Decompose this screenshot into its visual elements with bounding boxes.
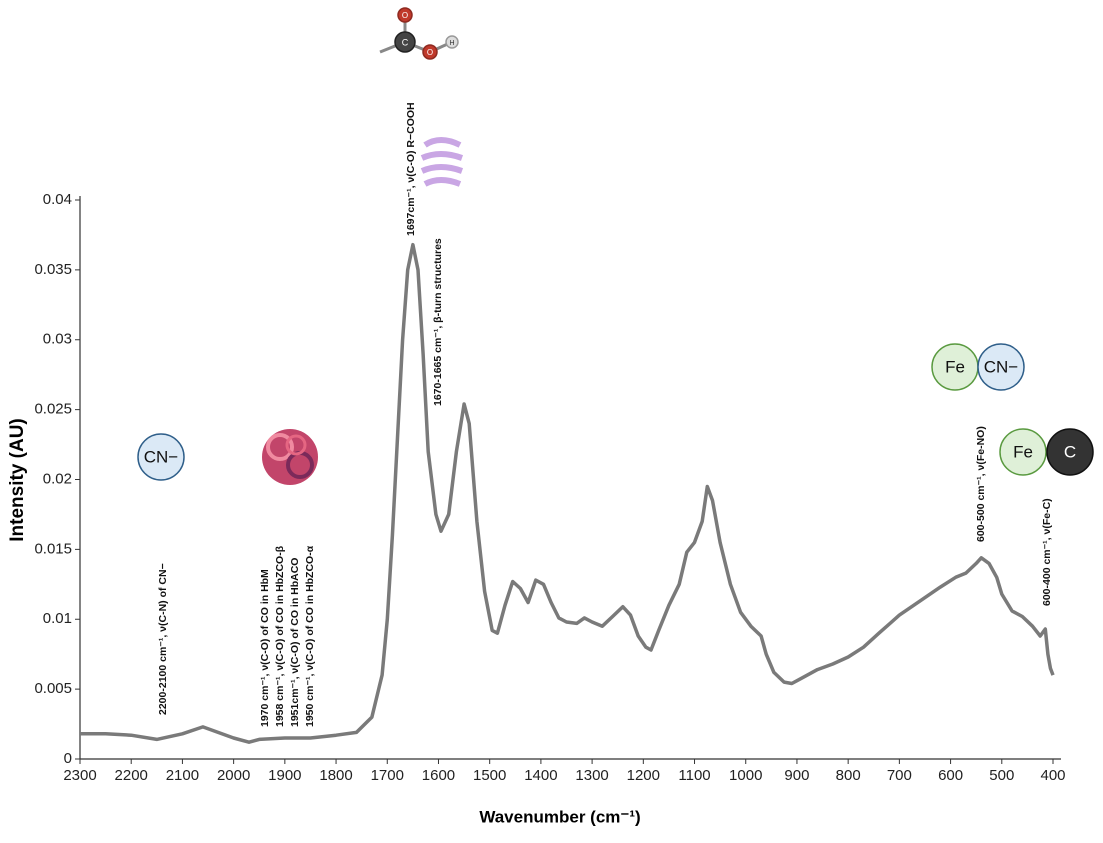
x-tick-label: 1100 [678, 767, 710, 784]
x-tick-label: 700 [887, 767, 912, 784]
annotation: 1670-1665 cm⁻¹, β-turn structures [432, 238, 444, 406]
x-tick-label: 600 [938, 767, 963, 784]
y-tick-label: 0.005 [34, 680, 72, 697]
icon-circle [394, 31, 416, 53]
annotation: 600-500 cm⁻¹, ν(Fe-NO) [975, 426, 987, 542]
x-tick-label: 1700 [371, 767, 404, 784]
y-tick-label: 0.01 [43, 610, 72, 627]
y-tick-label: 0.035 [34, 261, 72, 278]
x-tick-label: 1200 [627, 767, 660, 784]
y-tick-label: 0.02 [43, 470, 72, 487]
x-tick-label: 1600 [422, 767, 455, 784]
x-tick-label: 2200 [115, 767, 148, 784]
annotation: 1970 cm⁻¹, ν(C-O) of CO in HbM [259, 569, 271, 727]
icon-label: O [427, 48, 433, 57]
y-tick-label: 0.04 [43, 191, 72, 208]
x-tick-label: 1900 [268, 767, 301, 784]
icon-circle [1046, 428, 1094, 476]
x-tick-label: 800 [836, 767, 861, 784]
icon-label: Fe [1013, 442, 1033, 461]
icon-circle [445, 35, 459, 49]
icon-circle [977, 343, 1025, 391]
x-tick-label: 1300 [575, 767, 608, 784]
icon-label: CN− [984, 357, 1019, 376]
icon-label: H [449, 40, 454, 47]
x-tick-label: 1400 [524, 767, 557, 784]
icon-label: CN− [144, 447, 179, 466]
icon-label: O [402, 11, 408, 20]
x-tick-label: 500 [989, 767, 1014, 784]
y-tick-label: 0.015 [34, 540, 72, 557]
annotation: 1950 cm⁻¹, ν(C-O) of CO in HbZCO-α [304, 545, 316, 727]
y-tick-label: 0.025 [34, 401, 72, 418]
y-axis-label: Intensity (AU) [7, 418, 28, 542]
annotation: 1958 cm⁻¹, ν(C-O) of CO in HbZCO-β [274, 545, 286, 727]
x-tick-label: 2000 [217, 767, 250, 784]
icon-label: Fe [945, 357, 965, 376]
icon-circle [422, 44, 438, 60]
icon-label: C [402, 37, 409, 47]
icon-label: C [1064, 442, 1076, 461]
annotation: 600-400 cm⁻¹, ν(Fe-C) [1041, 498, 1053, 606]
annotation: 2200-2100 cm⁻¹, ν(C-N) of CN− [157, 563, 169, 715]
y-tick-label: 0.03 [43, 331, 72, 348]
protein-icon [420, 137, 464, 187]
x-axis-label: Wavenumber (cm⁻¹) [479, 807, 640, 826]
icon-circle [999, 428, 1047, 476]
y-tick-label: 0 [64, 750, 72, 767]
spectrum-line [80, 242, 1055, 744]
x-tick-label: 1800 [319, 767, 352, 784]
x-tick-label: 1500 [473, 767, 506, 784]
x-tick-label: 1000 [729, 767, 762, 784]
x-tick-label: 400 [1040, 767, 1065, 784]
x-tick-label: 2300 [63, 767, 96, 784]
x-tick-label: 900 [784, 767, 809, 784]
icon-circle [137, 433, 185, 481]
x-tick-label: 2100 [166, 767, 199, 784]
hemoglobin-icon [262, 429, 318, 485]
annotation: 1697cm⁻¹, ν(C-O) R−COOH [405, 102, 417, 236]
icon-circle [397, 7, 413, 23]
annotation: 1951cm⁻¹, ν(C-O) of CO in HbACO [289, 558, 301, 727]
